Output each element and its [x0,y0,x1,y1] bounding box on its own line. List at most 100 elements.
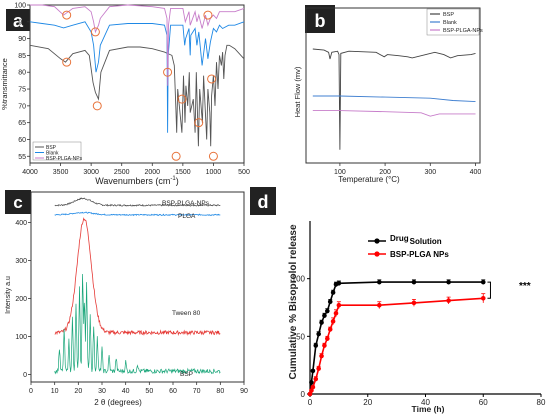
panel-a-x-tick-label: 500 [238,169,250,176]
panel-d-x-axis-label: Time (h) [412,404,445,414]
panel-a-peak-marker [62,10,72,20]
panel-b-x-tick-label: 100 [334,169,346,176]
panel-c-x-tick-label: 80 [216,388,224,395]
panel-a-peak-marker [207,74,217,84]
panel-d-point-bsp-plga-nps [313,376,319,382]
panel-a-x-tick-label: 3000 [83,169,99,176]
panel-c-x-tick-label: 30 [98,388,106,395]
panel-a-y-tick-label: 55 [18,154,26,161]
panel-d-label-box [250,187,276,215]
panel-d-point-bsp-plga-nps [310,384,316,390]
panel-d-point-bsp-plga-nps [446,298,451,303]
panel-d-legend-entry: BSP-PLGA NPs [390,250,449,259]
panel-b-series-bsp-plga-nps [312,110,476,117]
panel-c-series-label: BSP [180,371,193,378]
panel-a-peak-marker [194,118,204,128]
panel-d-point-drug-solution [480,279,486,285]
panel-d-point-bsp-plga-nps [325,336,330,341]
panel-c-x-tick-label: 70 [193,388,201,395]
panel-a-y-axis-label: %transmittance [0,58,9,110]
panel-b-legend-entry: Blank [443,20,457,26]
panel-d-release: d Cumulative % Bisoprolol release Time (… [250,187,546,414]
panel-a-legend-entry: BSP [46,145,57,151]
panel-a-peak-marker [171,151,181,161]
panel-c-plot-frame [30,191,245,383]
panel-a-x-tick-label: 4000 [22,169,38,176]
panel-d-point-drug-solution [330,290,336,295]
panel-a-y-tick-label: 65 [18,120,26,127]
panel-a-legend-box [32,141,82,161]
panel-c-series-bsp-plga-nps [54,197,221,207]
panel-d-point-drug-solution [336,280,342,286]
panel-a-legend-entry: BSP-PLGA-NPs [46,156,83,162]
panel-d-legend-entry-part: Drug [390,234,409,243]
panel-b-series-blank [312,95,476,103]
panel-d-point-drug-solution [310,368,316,374]
panel-c-y-tick-label: 300 [15,258,27,265]
panel-a-y-tick-label: 60 [18,137,26,144]
panel-a-peak-marker [92,101,102,111]
panel-a-y-tick-label: 95 [18,19,26,26]
panel-b-x-tick-label: 400 [470,169,482,176]
panel-d-point-drug-solution [327,299,333,305]
panel-a-y-tick-label: 80 [18,70,26,77]
panel-a-series-blank [29,21,245,133]
panel-c-y-tick-label: 0 [23,372,27,379]
panel-c-xrd: c Intensity a.u 2 θ (degrees) 0 10 20 30 40 5… [5,190,248,407]
panel-a-y-tick-label: 70 [18,103,26,110]
panel-a-x-tick-label: 2500 [114,169,130,176]
panel-b-plot-frame [305,7,481,164]
panel-a-series-bsp [29,44,245,147]
panel-d-point-drug-solution [322,313,327,318]
panel-b-series-bsp [312,48,476,150]
panel-b-y-axis-label: Heat Flow (mv) [293,66,302,117]
panel-d-point-bsp-plga-nps [316,366,321,371]
panel-a-peak-marker [203,10,213,20]
panel-c-y-tick-label: 400 [15,220,27,227]
panel-d-point-bsp-plga-nps [480,295,486,301]
panel-c-x-tick-label: 50 [145,388,153,395]
panel-a-y-tick-label: 75 [18,87,26,94]
panel-c-x-axis-label: 2 θ (degrees) [94,398,142,407]
panel-c-series-bsp [54,273,221,375]
significance-marker: *** [519,281,531,292]
panel-a-plot-frame [29,4,245,164]
panel-b-legend-entry: BSP-PLGA-NPs [443,28,483,34]
panel-a-peak-marker [163,67,173,77]
panel-c-x-tick-label: 0 [29,388,33,395]
panel-d-point-bsp-plga-nps [330,319,336,324]
panel-d-x-tick-label: 40 [421,398,430,407]
panel-d-point-bsp-plga-nps [327,327,333,332]
panel-d-x-tick-label: 80 [537,398,546,407]
panel-c-x-tick-label: 90 [240,388,248,395]
panel-c-series-label: BSP-PLGA-NPs [162,200,210,207]
panel-c-x-tick-label: 10 [51,388,59,395]
panel-d-point-drug-solution [319,320,324,325]
panel-a-peak-marker [62,57,72,67]
panel-a-x-tick-label: 1500 [175,169,191,176]
panel-d-point-drug-solution [325,308,330,314]
panel-a-y-tick-label: 90 [18,36,26,43]
panel-a-y-tick-label: 100 [14,3,26,10]
panel-d-label: d [258,192,269,212]
panel-c-series-tween-80 [54,217,221,337]
panel-b-dsc: b Heat Flow (mv) Temperature (°C) BSP Bla… [293,5,483,184]
panel-a-legend-entry: Blank [46,151,59,157]
panel-d-point-drug-solution [411,279,417,285]
panel-d-legend: DrugSolution BSP-PLGA NPs [368,234,449,259]
panel-d-significance-bracket [487,281,491,299]
panel-c-x-tick-label: 40 [122,388,130,395]
panel-d-x-tick-label: 20 [363,398,372,407]
panel-a-peak-marker [208,151,218,161]
panel-a-ftir: a %transmittance Wavenumbers (cm-1) BSPB… [0,3,250,187]
panel-d-y-axis-label: Cumulative % Bisoprolol release [288,224,299,379]
panel-d-x-tick-label: 0 [308,398,313,407]
panel-c-series-label: Tween 80 [172,310,201,317]
panel-a-x-tick-label: 1000 [206,169,222,176]
panel-c-y-tick-label: 200 [15,296,27,303]
panel-a-label-box [6,9,30,31]
panel-d-legend-marker [374,238,380,244]
panel-d-point-bsp-plga-nps [377,302,382,308]
